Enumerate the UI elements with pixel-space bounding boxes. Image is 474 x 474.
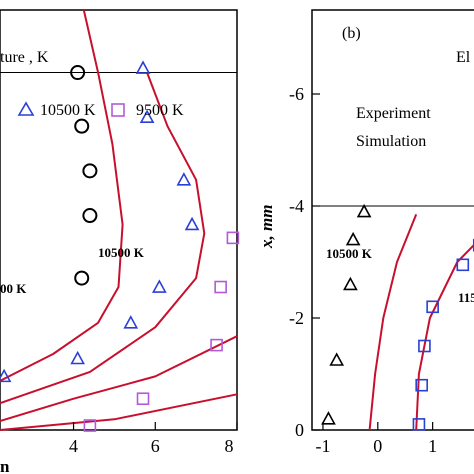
b-square-point-1-2 bbox=[426, 300, 439, 314]
panel-b-label: (b) bbox=[342, 25, 361, 42]
b-square-point-1-4 bbox=[415, 378, 428, 392]
a-circle-point-0-2 bbox=[82, 163, 98, 179]
a-triangle-point-1-3 bbox=[184, 216, 200, 231]
panel-a-x-axis-label: n bbox=[0, 457, 10, 474]
a-square-point-2-1 bbox=[214, 280, 227, 294]
b-triangle-point-0-3 bbox=[329, 352, 345, 366]
panel-b-contour-label-partial: 115 bbox=[458, 290, 474, 305]
panel-a-points bbox=[0, 60, 240, 432]
panel-b: -6 -4 -2 0 -1 0 1 (b) El Experiment Simulatio… bbox=[257, 9, 474, 456]
b-triangle-point-0-1 bbox=[345, 231, 361, 246]
panel-a-contour-label-partial: 00 K bbox=[0, 281, 27, 296]
a-square-point-2-3 bbox=[136, 392, 150, 406]
a-circle-point-0-3 bbox=[82, 208, 98, 224]
a-circle-point-0-0 bbox=[70, 65, 86, 81]
panel-a-x-tick-label-0: 4 bbox=[69, 436, 78, 456]
panel-b-y-tick-label-3: 0 bbox=[295, 420, 304, 440]
panel-b-frame bbox=[311, 9, 474, 431]
panel-b-x-tick-label-0: -1 bbox=[315, 436, 330, 456]
panel-b-y-tick-label-1: -4 bbox=[289, 196, 304, 216]
panel-a-frame bbox=[0, 9, 238, 431]
panel-b-x-ticks: -1 0 1 bbox=[315, 422, 437, 456]
panel-b-x-tick-label-1: 0 bbox=[373, 436, 382, 456]
panel-a-legend-title: ture , K bbox=[0, 49, 49, 66]
a-triangle-point-1-5 bbox=[123, 315, 139, 329]
a-triangle-point-1-7 bbox=[0, 368, 12, 383]
panel-b-legend-simulation: Simulation bbox=[356, 133, 426, 150]
a-triangle-point-1-2 bbox=[176, 172, 192, 186]
a-triangle-point-1-6 bbox=[70, 350, 85, 365]
b-square-point-1-1 bbox=[456, 258, 470, 272]
panel-a-curves bbox=[0, 9, 238, 431]
a-curve-2 bbox=[0, 335, 238, 423]
panel-b-y-tick-label-0: -6 bbox=[289, 84, 304, 104]
a-curve-0 bbox=[0, 9, 124, 382]
panel-a-legend-square-marker bbox=[111, 103, 125, 117]
panel-a-legend-triangle-marker bbox=[17, 101, 35, 116]
panel-b-top-text: El bbox=[456, 49, 471, 66]
b-triangle-point-0-0 bbox=[356, 203, 372, 218]
panel-a-legend-label-9500: 9500 K bbox=[136, 102, 184, 119]
panel-a-x-tick-label-1: 6 bbox=[151, 436, 160, 456]
panel-b-y-tick-label-2: -2 bbox=[289, 308, 304, 328]
a-circle-point-0-4 bbox=[74, 270, 90, 286]
panel-b-y-axis-label: x, mm bbox=[257, 205, 276, 249]
a-square-point-2-2 bbox=[210, 338, 223, 352]
a-circle-point-0-1 bbox=[74, 118, 90, 134]
panel-b-contour-label-10500: 10500 K bbox=[326, 246, 373, 261]
a-triangle-point-1-1 bbox=[139, 109, 155, 124]
a-triangle-point-1-4 bbox=[152, 279, 167, 293]
a-triangle-point-1-0 bbox=[135, 60, 151, 74]
a-square-point-2-0 bbox=[226, 231, 240, 245]
panel-b-curves bbox=[368, 214, 474, 431]
a-curve-1 bbox=[0, 72, 206, 405]
b-curve-1 bbox=[415, 243, 474, 431]
b-square-point-1-5 bbox=[412, 418, 426, 431]
panel-a-x-ticks: 4 6 8 bbox=[69, 422, 238, 456]
b-curve-0 bbox=[368, 214, 418, 431]
panel-a-contour-label-10500: 10500 K bbox=[98, 245, 145, 260]
panel-a-legend-label-10500: 10500 K bbox=[40, 102, 96, 119]
panel-b-legend-experiment: Experiment bbox=[356, 105, 431, 122]
b-triangle-point-0-4 bbox=[321, 411, 336, 425]
a-curve-3 bbox=[0, 393, 238, 431]
panel-b-y-ticks: -6 -4 -2 0 bbox=[289, 84, 320, 440]
b-triangle-point-0-2 bbox=[343, 276, 358, 291]
panel-b-x-tick-label-2: 1 bbox=[428, 436, 437, 456]
b-square-point-1-3 bbox=[418, 339, 431, 353]
panel-b-points bbox=[321, 203, 474, 431]
panel-a-x-tick-label-2: 8 bbox=[225, 436, 234, 456]
a-square-point-2-4 bbox=[83, 419, 97, 432]
panel-a: 4 6 8 ture , K 10500 K 9500 K 10500 K 00 K… bbox=[0, 9, 240, 474]
